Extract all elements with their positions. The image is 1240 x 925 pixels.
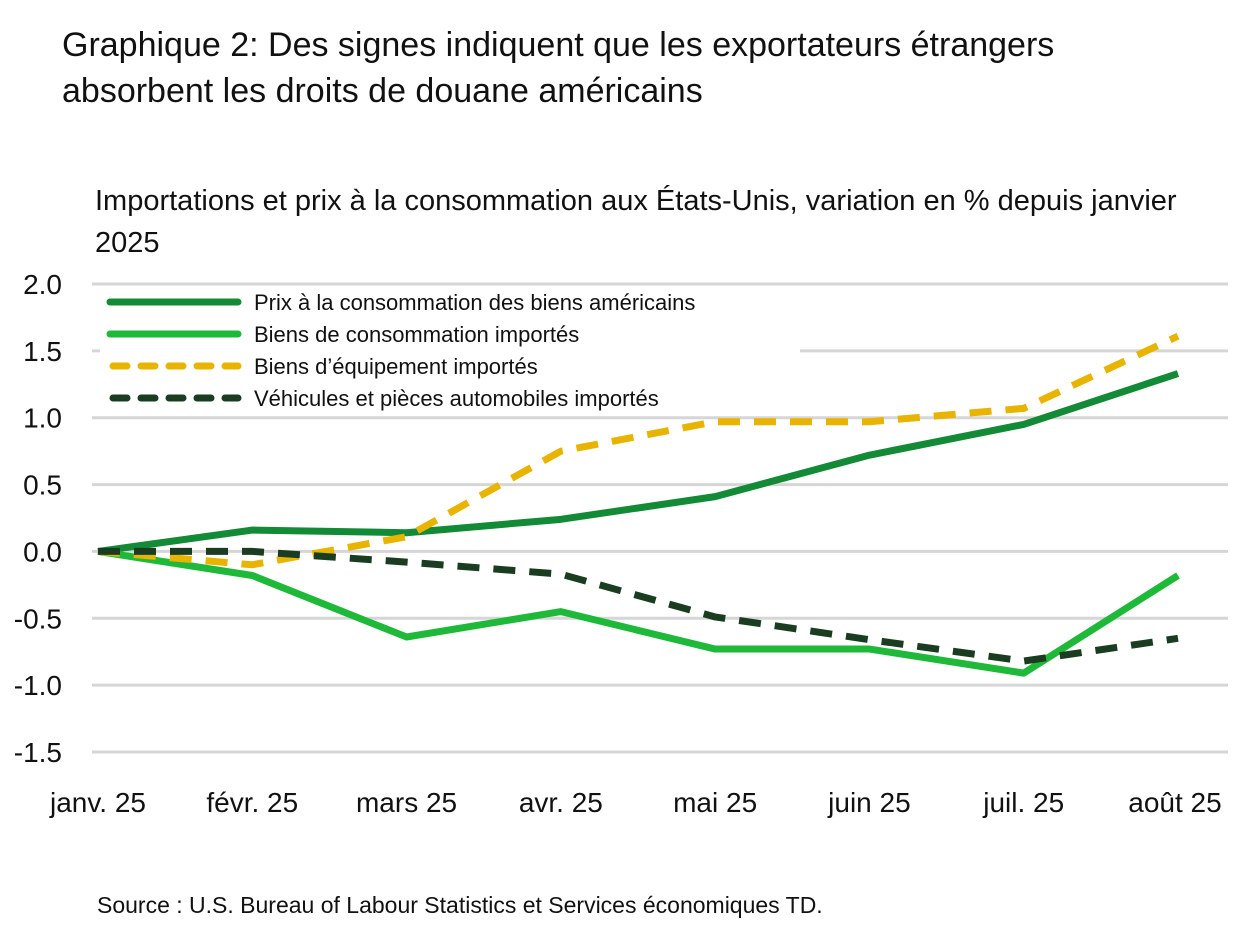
x-tick-label: mars 25 <box>356 787 457 818</box>
x-tick-label: janv. 25 <box>49 787 146 818</box>
source-note: Source : U.S. Bureau of Labour Statistic… <box>97 892 823 918</box>
legend-label: Véhicules et pièces automobiles importés <box>254 386 659 411</box>
y-tick-label: -1.5 <box>14 737 62 768</box>
x-tick-label: juin 25 <box>827 787 911 818</box>
series-line <box>98 547 1179 665</box>
x-tick-label: août 25 <box>1128 787 1221 818</box>
legend-background <box>100 288 800 416</box>
x-tick-label: févr. 25 <box>206 787 298 818</box>
legend-label: Biens de consommation importés <box>254 322 579 347</box>
y-tick-label: 2.0 <box>23 269 62 300</box>
y-tick-label: 1.5 <box>23 336 62 367</box>
series-line <box>97 370 1180 555</box>
chart-title: Graphique 2: Des signes indiquent que le… <box>62 26 1055 110</box>
x-tick-label: avr. 25 <box>519 787 603 818</box>
y-tick-label: 0.5 <box>23 470 62 501</box>
legend-label: Biens d’équipement importés <box>254 354 538 379</box>
y-tick-label: -1.0 <box>14 670 62 701</box>
legend: Prix à la consommation des biens américa… <box>100 288 800 416</box>
x-tick-label: mai 25 <box>673 787 757 818</box>
series-line <box>97 332 1180 569</box>
y-tick-label: 1.0 <box>23 403 62 434</box>
chart-subtitle: Importations et prix à la consommation a… <box>95 185 1177 259</box>
y-tick-label: 0.0 <box>23 536 62 567</box>
legend-label: Prix à la consommation des biens américa… <box>254 290 695 315</box>
y-tick-label: -0.5 <box>14 603 62 634</box>
series-line <box>97 547 1180 677</box>
x-tick-label: juil. 25 <box>982 787 1064 818</box>
